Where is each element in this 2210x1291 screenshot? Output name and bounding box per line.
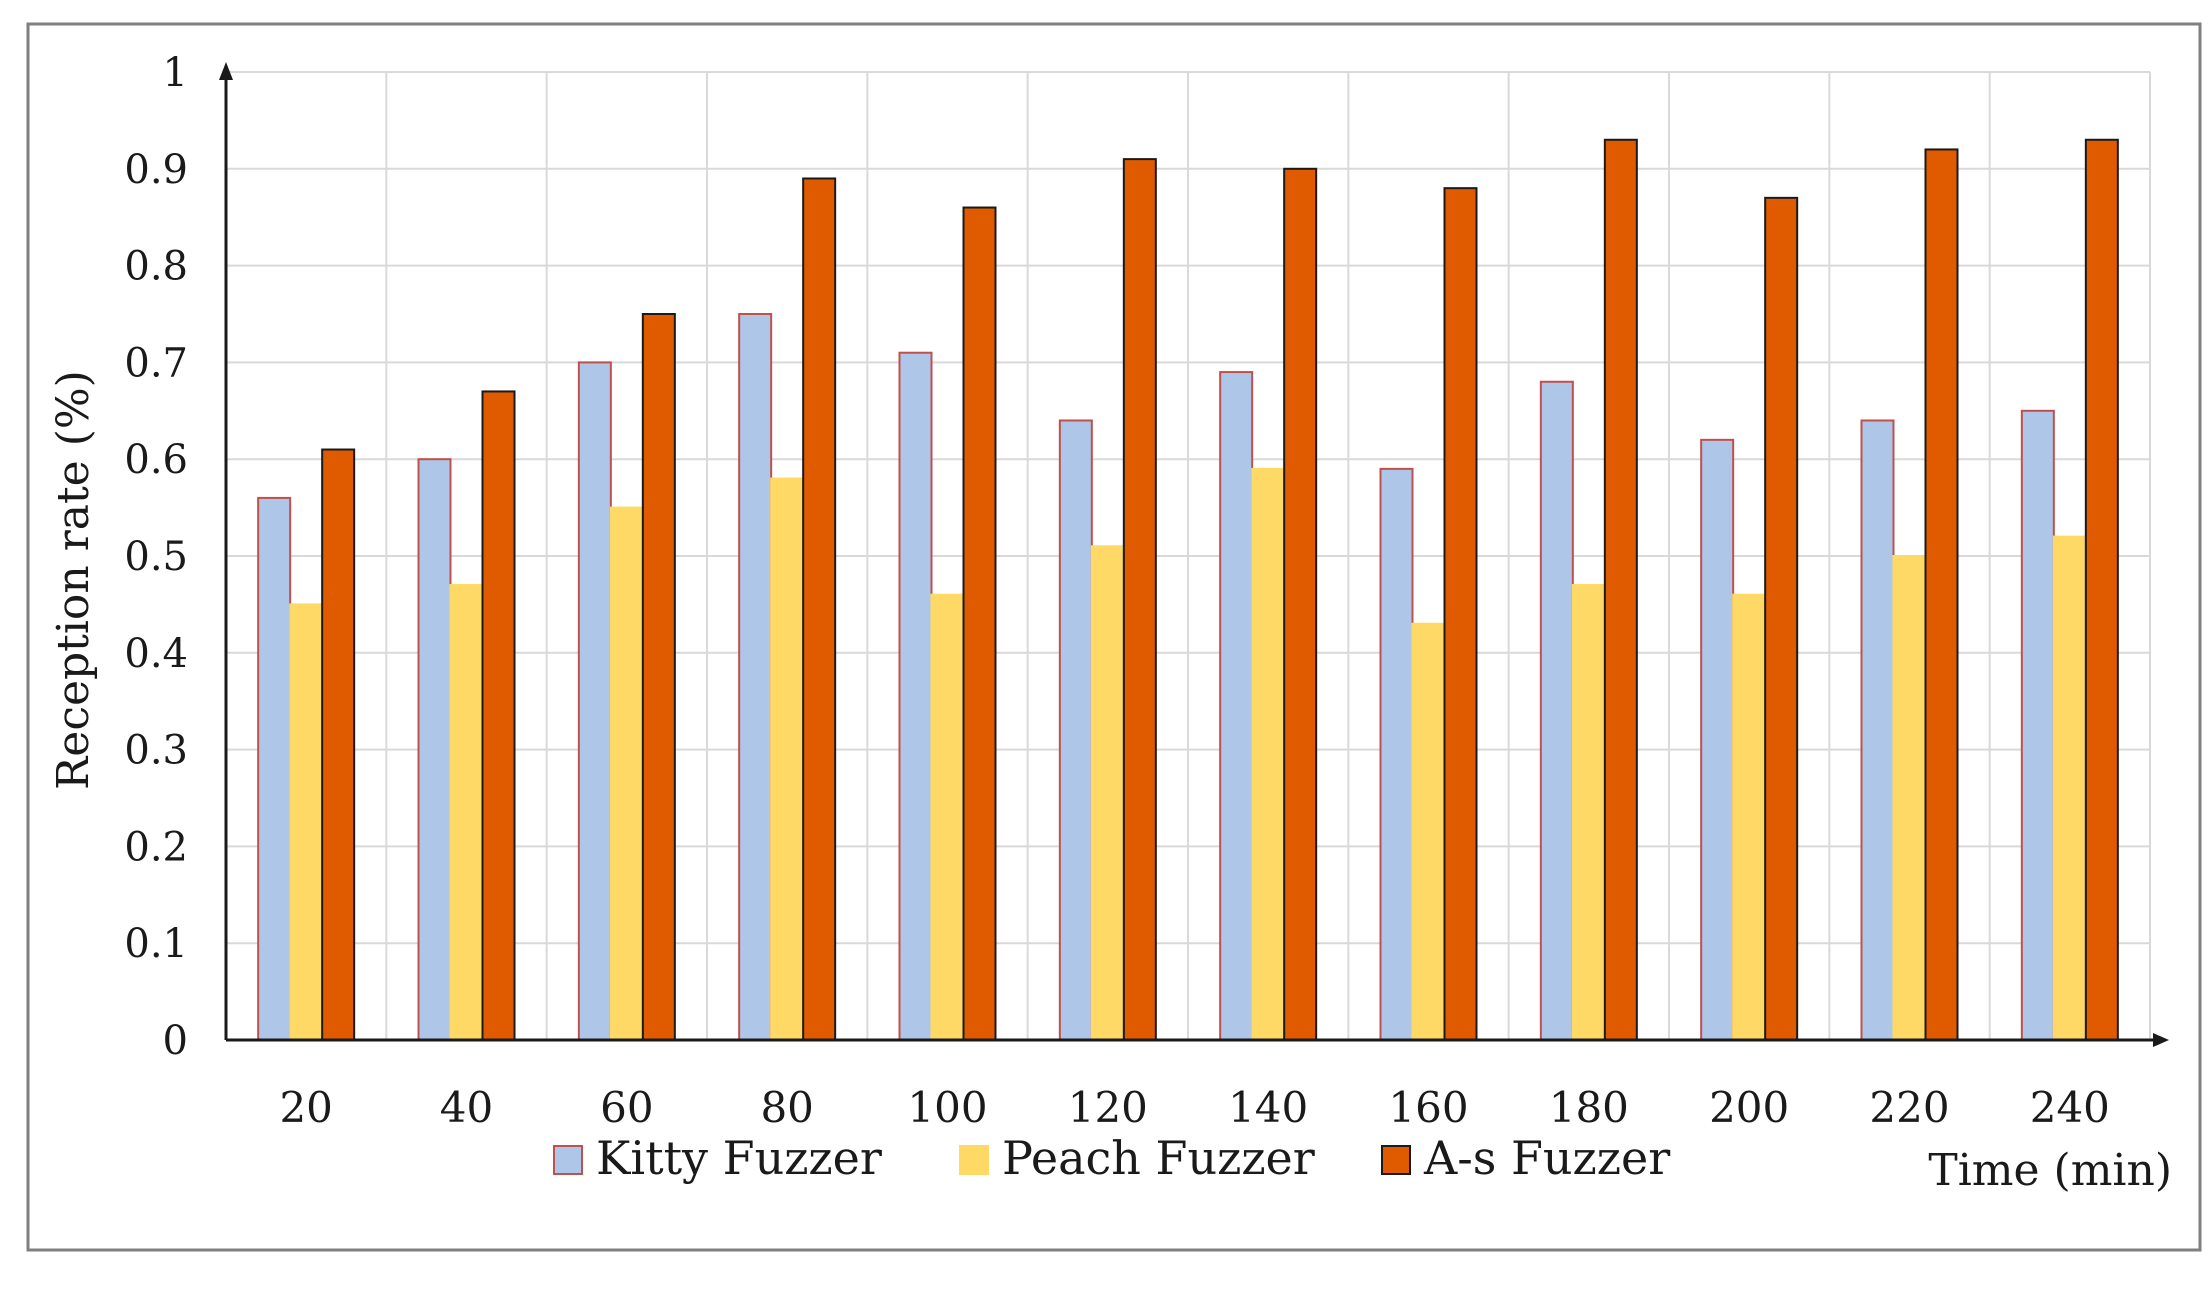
x-tick-label: 220	[1869, 1083, 1949, 1132]
bar-kitty-fuzzer-40	[417, 458, 452, 1041]
bar-kitty-fuzzer-100	[898, 351, 933, 1042]
y-tick-label: 0.7	[124, 340, 188, 386]
bar-kitty-fuzzer-20	[257, 496, 292, 1042]
y-tick-label: 0.4	[124, 631, 188, 677]
x-tick-label: 20	[279, 1083, 332, 1132]
x-tick-label: 60	[600, 1083, 653, 1132]
bar-peach-fuzzer-120	[1090, 545, 1125, 1041]
x-axis-label: Time (min)	[1928, 1145, 2172, 1196]
legend-label: Kitty Fuzzer	[596, 1131, 882, 1185]
legend-swatch	[1381, 1145, 1411, 1175]
bar-kitty-fuzzer-80	[738, 313, 773, 1041]
y-tick-label: 0.6	[124, 437, 188, 483]
bar-peach-fuzzer-200	[1732, 593, 1767, 1041]
bar-peach-fuzzer-80	[770, 477, 805, 1041]
bar-kitty-fuzzer-140	[1219, 371, 1254, 1041]
bar-a-s-fuzzer-100	[962, 206, 997, 1041]
bar-peach-fuzzer-40	[449, 584, 484, 1041]
y-tick-label: 0.5	[124, 534, 188, 580]
x-tick-label: 160	[1388, 1083, 1468, 1132]
bar-peach-fuzzer-240	[2052, 535, 2087, 1041]
legend-swatch	[553, 1145, 583, 1175]
y-tick-label: 0	[163, 1018, 188, 1064]
bar-a-s-fuzzer-140	[1283, 167, 1318, 1042]
legend-label: A-s Fuzzer	[1423, 1131, 1670, 1185]
y-tick-label: 0.1	[124, 921, 188, 967]
bar-a-s-fuzzer-80	[802, 177, 837, 1042]
bar-a-s-fuzzer-60	[641, 313, 676, 1041]
legend-item: Kitty Fuzzer	[553, 1131, 882, 1185]
legend: Kitty Fuzzer Peach Fuzzer A-s Fuzzer	[553, 1131, 1670, 1185]
y-tick-label: 0.2	[124, 824, 188, 870]
grid-lines	[226, 71, 2151, 1040]
bar-peach-fuzzer-60	[609, 506, 644, 1042]
bar-a-s-fuzzer-160	[1443, 187, 1478, 1042]
x-tick-labels: 20 40 60 80 100 120 140 160 180 200 220 240	[279, 1083, 2109, 1132]
bar-peach-fuzzer-160	[1411, 622, 1446, 1041]
y-tick-label: 1	[163, 50, 188, 96]
bar-a-s-fuzzer-120	[1122, 158, 1157, 1041]
y-axis-arrow	[219, 62, 233, 80]
bar-peach-fuzzer-220	[1892, 555, 1927, 1041]
bar-kitty-fuzzer-120	[1058, 419, 1093, 1042]
bar-kitty-fuzzer-180	[1539, 380, 1574, 1041]
bar-kitty-fuzzer-220	[1860, 419, 1895, 1042]
bar-kitty-fuzzer-60	[577, 361, 612, 1041]
bar-a-s-fuzzer-240	[2084, 138, 2119, 1041]
legend-item: Peach Fuzzer	[959, 1131, 1315, 1185]
x-tick-label: 200	[1709, 1083, 1789, 1132]
y-axis-label: Reception rate (%)	[48, 370, 99, 790]
bar-peach-fuzzer-100	[930, 593, 965, 1041]
bar-a-s-fuzzer-40	[481, 390, 516, 1041]
x-tick-label: 80	[760, 1083, 813, 1132]
bar-kitty-fuzzer-240	[2020, 409, 2055, 1041]
bar-peach-fuzzer-20	[289, 603, 324, 1042]
bar-kitty-fuzzer-200	[1700, 438, 1735, 1041]
y-tick-labels: 0 0.1 0.2 0.3 0.4 0.5 0.6 0.7 0.8 0.9 1	[124, 50, 188, 1064]
bar-a-s-fuzzer-180	[1603, 138, 1638, 1041]
bar-peach-fuzzer-180	[1571, 584, 1606, 1041]
legend-swatch	[959, 1145, 989, 1175]
x-tick-label: 240	[2030, 1083, 2110, 1132]
axes	[219, 62, 2169, 1047]
y-tick-label: 0.3	[124, 728, 188, 774]
x-tick-label: 40	[440, 1083, 493, 1132]
bar-a-s-fuzzer-220	[1924, 148, 1959, 1041]
x-tick-label: 120	[1068, 1083, 1148, 1132]
bar-peach-fuzzer-140	[1251, 467, 1286, 1041]
y-tick-label: 0.9	[124, 147, 188, 193]
bar-a-s-fuzzer-200	[1764, 196, 1799, 1041]
y-tick-label: 0.8	[124, 244, 188, 290]
legend-label: Peach Fuzzer	[1002, 1131, 1315, 1185]
x-axis-arrow	[2153, 1033, 2169, 1047]
x-tick-label: 140	[1228, 1083, 1308, 1132]
bar-kitty-fuzzer-160	[1379, 467, 1414, 1041]
x-tick-label: 180	[1549, 1083, 1629, 1132]
x-tick-label: 100	[907, 1083, 987, 1132]
bar-a-s-fuzzer-20	[321, 448, 356, 1041]
legend-item: A-s Fuzzer	[1381, 1131, 1670, 1185]
